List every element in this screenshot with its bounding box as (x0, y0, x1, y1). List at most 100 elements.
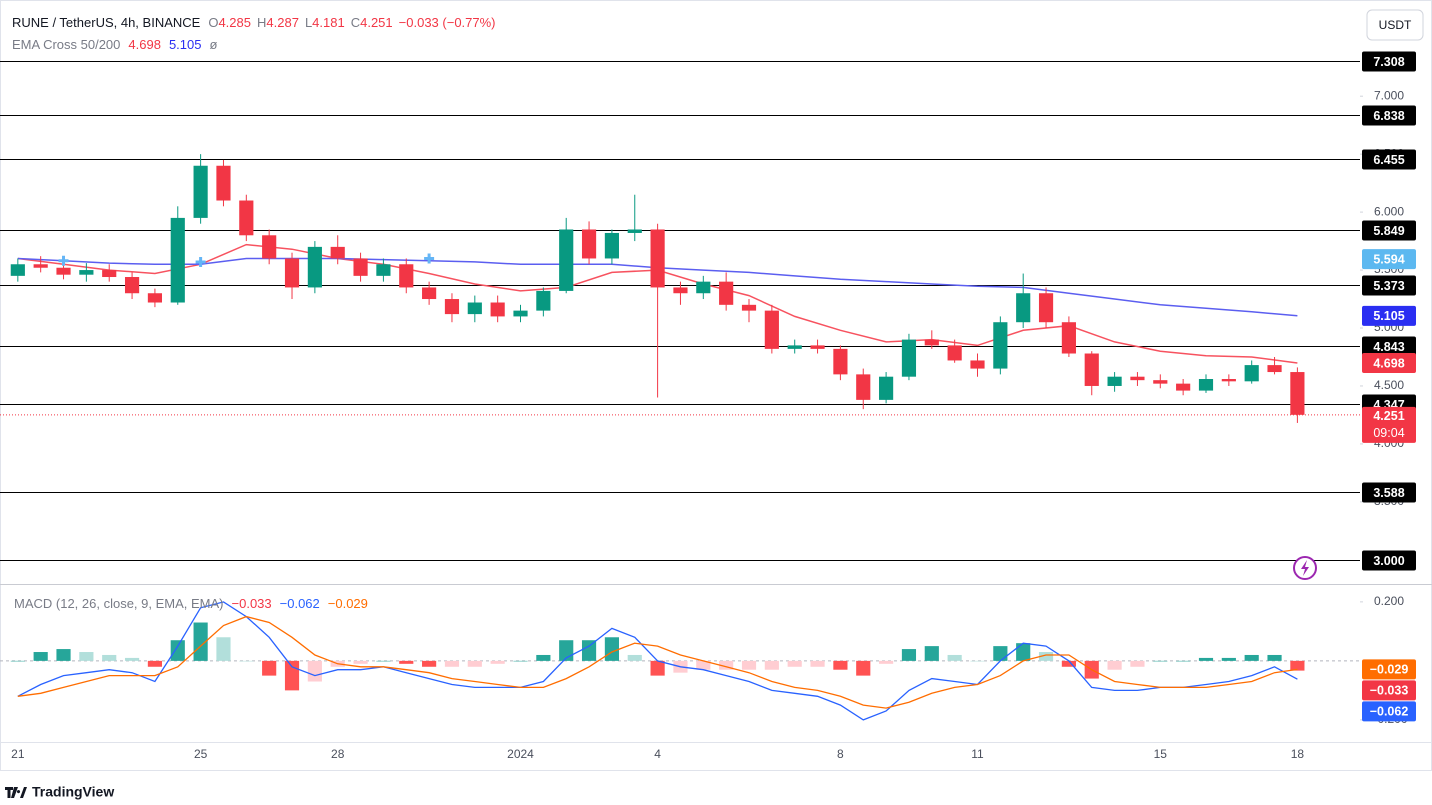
value-badge (1362, 353, 1416, 374)
candle-body (307, 246, 322, 288)
badges-layer: 7.3086.8386.4555.8495.3734.8434.3473.588… (1362, 51, 1416, 722)
candle-body (33, 264, 48, 268)
x-tick-label: 28 (331, 747, 345, 761)
level-badge-label: 6.838 (1373, 109, 1404, 123)
x-tick-label: 18 (1291, 747, 1305, 761)
candle-body (284, 258, 300, 288)
macd-histogram-bar (879, 660, 894, 664)
candle-body (1061, 322, 1076, 354)
macd-hist-value: −0.033 (232, 596, 272, 611)
y-tick-label: 7.000 (1374, 88, 1404, 102)
cross-marker (424, 253, 435, 264)
macd-histogram-bar (1130, 660, 1145, 667)
level-badge-label: 5.849 (1373, 224, 1404, 238)
candle-body (399, 264, 414, 288)
macd-histogram-bar (833, 660, 848, 670)
macd-histogram-bar (627, 654, 642, 661)
currency-button-label[interactable]: USDT (1379, 18, 1412, 32)
currency-button-box[interactable] (1366, 9, 1424, 41)
macd-histogram-bar (422, 660, 437, 667)
macd-signal-value: −0.029 (328, 596, 368, 611)
candle-body (947, 345, 962, 361)
brand-mark (5, 787, 27, 798)
candle-body (1038, 293, 1054, 323)
candle-body (1244, 365, 1259, 382)
candle-body (833, 348, 848, 375)
candle-body (216, 165, 231, 201)
level-badge (1362, 105, 1416, 126)
macd-histogram-bar (787, 660, 802, 667)
level-badge (1362, 550, 1416, 571)
x-tick-label: 4 (654, 747, 661, 761)
candle-body (444, 299, 460, 315)
macd-histogram-bar (444, 660, 460, 667)
level-badge-label: 7.308 (1373, 55, 1404, 69)
macd-histogram-bar (1016, 643, 1031, 661)
macd-histogram-bar (79, 652, 94, 661)
level-badge (1362, 149, 1416, 170)
candle-body (376, 264, 391, 276)
macd-histogram-bar (741, 660, 757, 670)
candle-body (1107, 376, 1122, 386)
currency-button[interactable]: USDT (1366, 9, 1424, 41)
candle-body (490, 302, 505, 317)
macd-histogram-bar (1198, 657, 1214, 661)
candle-body (147, 293, 163, 303)
candle-body (924, 339, 939, 346)
candle-body (262, 235, 277, 259)
last-price-badge (1362, 406, 1416, 443)
symbol-legend: RUNE / TetherUS, 4h, BINANCE O4.285 H4.287… (12, 15, 496, 30)
x-tick-label: 25 (194, 747, 208, 761)
candle-body (719, 281, 734, 305)
open-label: O (208, 15, 218, 30)
level-badge (1362, 220, 1416, 241)
alert-icon-bolt[interactable] (1301, 560, 1309, 576)
candle-body (536, 290, 551, 311)
candle-body (79, 270, 94, 275)
candle-body (879, 376, 894, 400)
level-badge-label: 3.000 (1373, 554, 1404, 568)
macd-histogram-bar (970, 660, 985, 662)
macd-histogram-bar (604, 637, 619, 661)
ema-symbol: ø (209, 37, 217, 52)
macd-histogram-bar (262, 660, 277, 676)
macd-y-tick-label: 0.200 (1374, 594, 1404, 608)
macd-title: MACD (12, 26, close, 9, EMA, EMA) (14, 596, 224, 611)
value-badge (1362, 249, 1416, 270)
candle-body (673, 287, 688, 294)
candle-body (102, 270, 117, 278)
macd-histogram-bar (856, 660, 871, 676)
macd-histogram-bar (924, 646, 939, 661)
candle-body (239, 200, 254, 236)
x-tick-label: 21 (11, 747, 25, 761)
macd-histogram-bar (353, 660, 368, 664)
value-badge-label: 5.594 (1373, 252, 1404, 266)
cross-marker (58, 255, 69, 266)
chart-frame (0, 0, 1432, 771)
alert-icon[interactable] (1293, 556, 1317, 580)
y-tick-label: 4.500 (1374, 378, 1404, 392)
macd-histogram-bar (399, 660, 414, 664)
macd-histogram-bar (56, 649, 71, 661)
level-badge (1362, 51, 1416, 72)
high-label: H (257, 15, 266, 30)
macd-histogram-bar (696, 660, 711, 670)
macd-histogram-bar (170, 640, 185, 661)
macd-histogram-bar (307, 660, 322, 682)
last-price-label: 4.251 (1373, 409, 1404, 423)
candle-body (627, 229, 642, 233)
candle-body (1153, 380, 1168, 384)
value-badge (1362, 305, 1416, 326)
macd-histogram-bar (536, 654, 551, 661)
candle-body (1176, 383, 1191, 391)
open-value: 4.285 (218, 15, 251, 30)
candle-body (741, 304, 757, 311)
macd-histogram-bar (1221, 657, 1236, 661)
candle-body (559, 229, 574, 291)
macd-histogram-bar (193, 622, 208, 661)
macd-badge-label: −0.033 (1370, 684, 1409, 698)
signal-line (17, 615, 1298, 709)
macd-histogram-bar (764, 660, 779, 670)
macd-histogram-bar (376, 660, 391, 662)
x-tick-label: 2024 (507, 747, 534, 761)
